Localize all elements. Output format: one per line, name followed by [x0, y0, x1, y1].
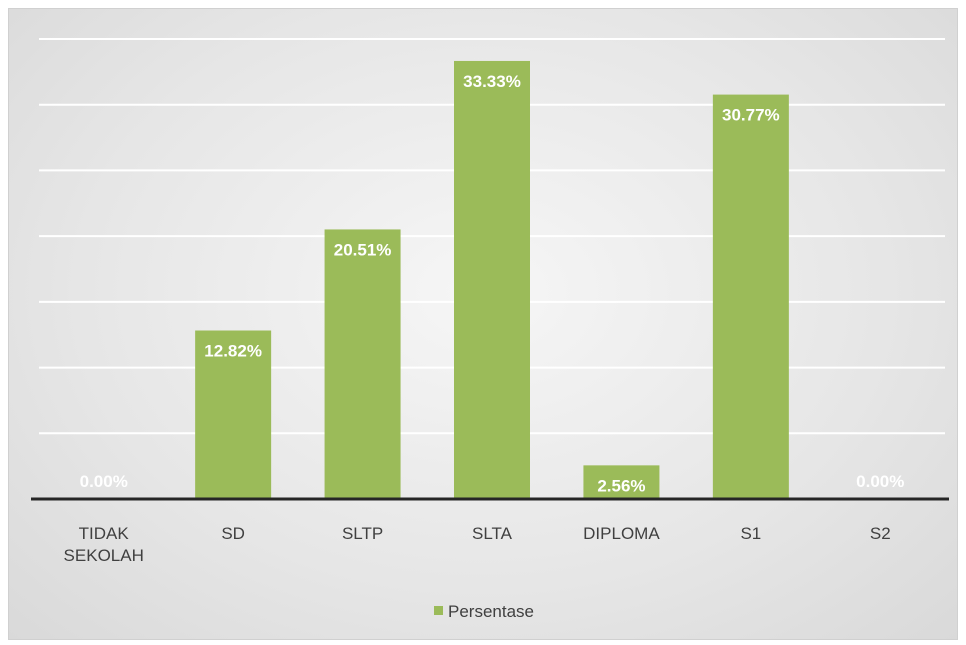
x-tick-label-line: SLTA [472, 524, 513, 543]
x-tick-label: SD [221, 524, 245, 543]
x-tick-label-line: SD [221, 524, 245, 543]
data-labels: 0.00% 12.82% 20.51% 33.33% 2.56% 30.77% 0.00% [80, 72, 905, 495]
data-label: 12.82% [204, 342, 262, 361]
bar [454, 60, 530, 499]
legend-swatch [434, 606, 443, 615]
x-tick-label-line: SEKOLAH [64, 546, 144, 565]
x-tick-label-line: S2 [870, 524, 891, 543]
x-tick-label: SLTA [472, 524, 513, 543]
bar [324, 229, 401, 499]
x-tick-label: S1 [740, 524, 761, 543]
legend: Persentase [434, 602, 534, 621]
data-label: 2.56% [597, 476, 645, 495]
bar [583, 465, 660, 499]
bar-chart: 0.00% 12.82% 20.51% 33.33% 2.56% 30.77%0.00% … [31, 38, 949, 621]
data-label: 33.33% [463, 72, 521, 91]
data-label: 30.77% [722, 106, 780, 125]
x-tick-label: SLTP [342, 524, 383, 543]
bar [195, 330, 272, 499]
data-label: 20.51% [334, 240, 392, 259]
bars [195, 60, 789, 499]
x-tick-label-line: TIDAK [79, 524, 130, 543]
data-label: 0.00% [80, 472, 128, 491]
data-label: 0.00% [856, 472, 904, 491]
x-tick-label: DIPLOMA [583, 524, 660, 543]
bar [712, 94, 789, 499]
x-tick-label: TIDAK SEKOLAH [64, 524, 144, 565]
x-tick-labels: TIDAK SEKOLAH SD SLTP SLTA DIPLOMA S1 S2 [64, 524, 891, 565]
chart-area: 0.00% 12.82% 20.51% 33.33% 2.56% 30.77% 0.00% … [8, 8, 958, 640]
legend-label: Persentase [448, 602, 534, 621]
x-tick-label-line: DIPLOMA [583, 524, 660, 543]
x-tick-label: S2 [870, 524, 891, 543]
x-tick-label-line: SLTP [342, 524, 383, 543]
x-tick-label-line: S1 [740, 524, 761, 543]
